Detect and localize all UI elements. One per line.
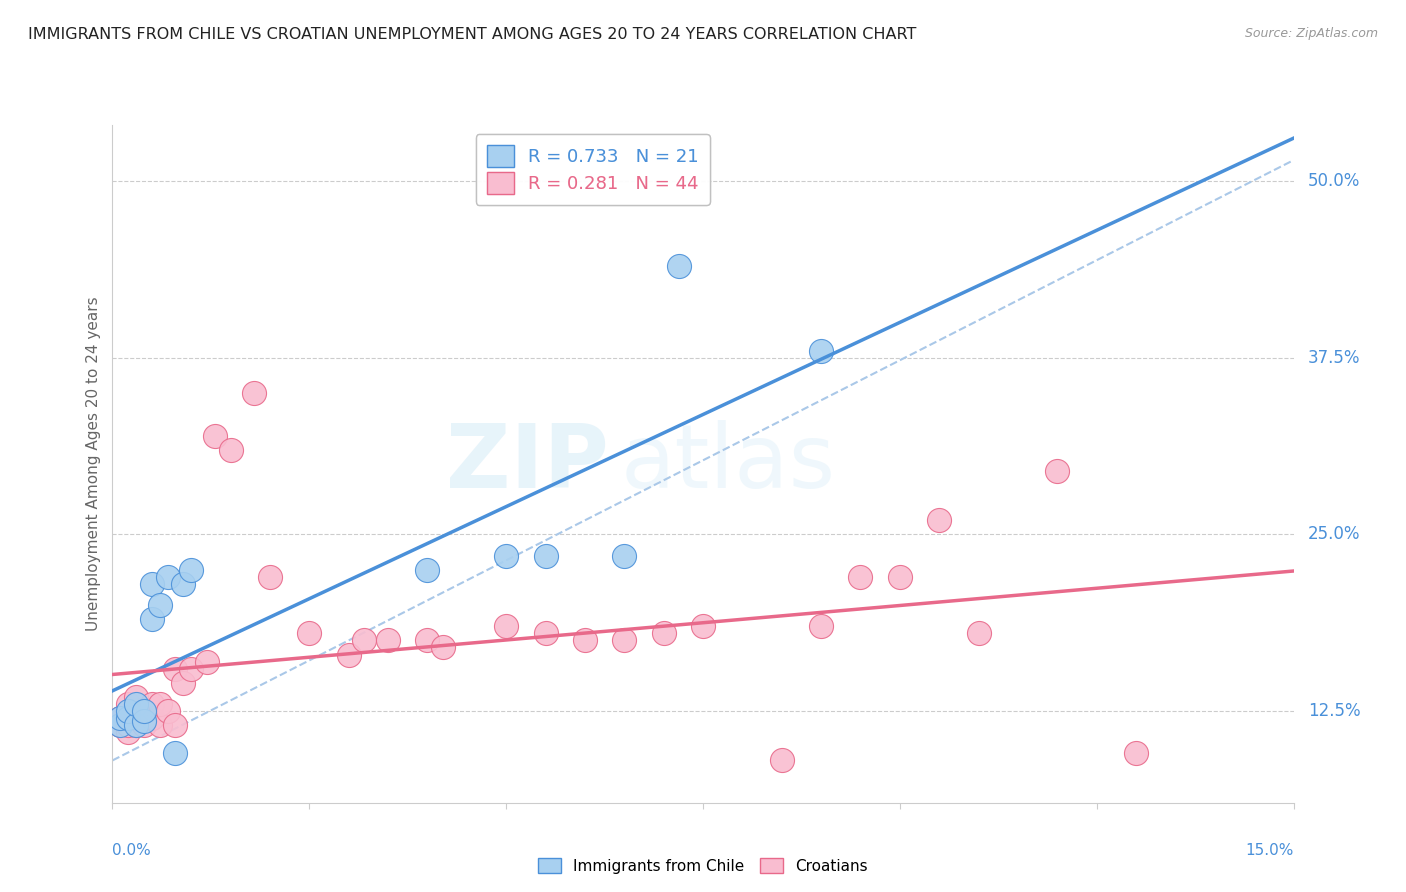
Point [132,714,155,728]
Text: 15.0%: 15.0% [1246,844,1294,858]
Point [165,718,187,732]
Point [172,675,194,690]
Text: IMMIGRANTS FROM CHILE VS CROATIAN UNEMPLOYMENT AMONG AGES 20 TO 24 YEARS CORRELA: IMMIGRANTS FROM CHILE VS CROATIAN UNEMPL… [28,27,917,42]
Point [117,697,139,711]
Point [125,718,148,732]
Point [495,549,517,563]
Legend: Immigrants from Chile, Croatians: Immigrants from Chile, Croatians [533,852,873,880]
Point [180,662,202,676]
Point [125,711,148,725]
Point [810,619,832,633]
Point [668,259,690,273]
Point [141,612,163,626]
Point [141,697,163,711]
Text: Source: ZipAtlas.com: Source: ZipAtlas.com [1244,27,1378,40]
Point [165,662,187,676]
Point [219,442,242,457]
Point [110,718,132,732]
Point [1125,747,1147,761]
Text: 37.5%: 37.5% [1308,349,1360,367]
Point [298,626,321,640]
Text: 0.0%: 0.0% [112,844,152,858]
Text: 12.5%: 12.5% [1308,702,1361,720]
Point [156,570,179,584]
Point [810,343,832,358]
Point [117,711,139,725]
Point [416,633,439,648]
Point [967,626,990,640]
Y-axis label: Unemployment Among Ages 20 to 24 years: Unemployment Among Ages 20 to 24 years [86,296,101,632]
Point [770,753,793,767]
Point [1046,464,1069,478]
Point [117,725,139,739]
Point [692,619,714,633]
Point [889,570,911,584]
Point [204,428,226,442]
Text: 50.0%: 50.0% [1308,172,1360,190]
Point [337,648,360,662]
Point [117,718,139,732]
Point [416,563,439,577]
Point [125,690,148,704]
Point [353,633,375,648]
Point [149,697,172,711]
Legend: R = 0.733   N = 21, R = 0.281   N = 44: R = 0.733 N = 21, R = 0.281 N = 44 [475,134,710,205]
Point [534,549,557,563]
Point [132,711,155,725]
Point [534,626,557,640]
Point [613,549,636,563]
Point [652,626,675,640]
Point [259,570,281,584]
Point [141,711,163,725]
Text: ZIP: ZIP [446,420,609,508]
Point [125,718,148,732]
Point [132,718,155,732]
Point [574,633,596,648]
Point [432,640,454,655]
Point [180,563,202,577]
Point [149,718,172,732]
Point [125,697,148,711]
Point [110,711,132,725]
Point [141,577,163,591]
Point [149,598,172,612]
Point [110,718,132,732]
Point [172,577,194,591]
Point [195,655,218,669]
Point [377,633,399,648]
Text: 25.0%: 25.0% [1308,525,1360,543]
Text: atlas: atlas [620,420,835,508]
Point [928,513,950,527]
Point [110,711,132,725]
Point [117,704,139,718]
Point [156,704,179,718]
Point [613,633,636,648]
Point [132,704,155,718]
Point [165,747,187,761]
Point [243,386,266,401]
Point [495,619,517,633]
Point [849,570,872,584]
